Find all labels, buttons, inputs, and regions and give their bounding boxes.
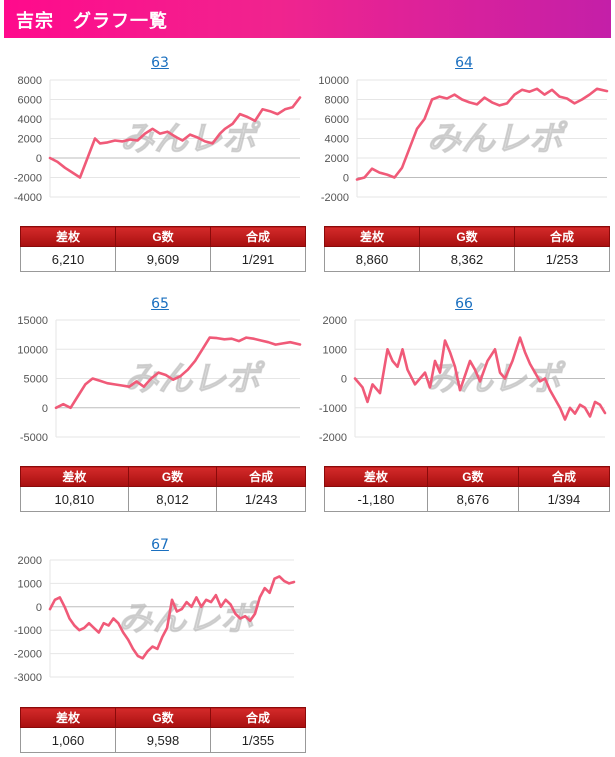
y-tick-label: 5000 [24,374,48,386]
y-tick-label: -5000 [20,432,48,444]
stats-table-66: 差枚 G数 合成 -1,180 8,676 1/394 [324,466,611,512]
games-value: 9,609 [115,246,211,272]
diff-value: 6,210 [20,246,116,272]
machine-link-64[interactable]: 64 [455,55,473,71]
machine-link-66[interactable]: 66 [455,296,473,312]
rate-value: 1/253 [514,246,610,272]
stats-table-65: 差枚 G数 合成 10,810 8,012 1/243 [20,466,306,512]
rate-value: 1/243 [216,486,306,512]
games-value: 8,362 [419,246,515,272]
y-tick-label: 2000 [18,134,42,146]
y-tick-label: 15000 [17,315,48,327]
line-chart-64: 10000 8000 6000 4000 2000 0 -2000 みんレポ [318,75,609,204]
y-tick-label: 0 [343,173,349,185]
machine-link-67[interactable]: 67 [151,537,169,553]
y-tick-label: -2000 [14,173,42,185]
y-tick-label: 0 [36,602,42,614]
stats-header: G数 [127,466,218,487]
stats-header: G数 [426,466,519,487]
y-tick-label: -2000 [319,432,347,444]
diff-value: -1,180 [324,486,428,512]
y-tick-label: 2000 [325,153,349,165]
line-chart-63: 8000 6000 4000 2000 0 -2000 -4000 みんレポ [14,75,302,204]
stats-header: 差枚 [324,226,420,247]
y-tick-label: 2000 [18,555,42,567]
y-tick-label: -2000 [321,192,349,204]
games-value: 9,598 [115,727,211,753]
diff-value: 10,810 [20,486,129,512]
games-value: 8,676 [426,486,519,512]
y-tick-label: -1000 [14,625,42,637]
series-line [355,87,609,181]
stats-header: 合成 [514,226,610,247]
page-header: 吉宗 グラフ一覧 [4,0,611,38]
stats-header: 合成 [216,466,306,487]
watermark-logo: みんレポ [427,119,568,159]
series-line [48,575,296,660]
y-tick-label: 8000 [325,95,349,107]
stats-header: 合成 [517,466,611,487]
series-line [54,336,302,410]
line-chart-67: 2000 1000 0 -1000 -2000 -3000 みんレポ [14,555,296,684]
y-tick-label: 8000 [18,75,42,87]
y-tick-label: -2000 [14,649,42,661]
y-tick-label: 2000 [323,315,347,327]
y-tick-label: 6000 [18,95,42,107]
stats-header: 合成 [210,707,306,728]
stats-header: G数 [115,226,211,247]
line-chart-65: 15000 10000 5000 0 -5000 みんレポ [17,315,302,444]
machine-link-63[interactable]: 63 [151,55,169,71]
stats-header: 合成 [210,226,306,247]
y-tick-label: 0 [42,403,48,415]
y-tick-label: 0 [341,374,347,386]
watermark-logo: みんレポ [118,599,259,639]
y-tick-label: 10000 [17,344,48,356]
diff-value: 8,860 [324,246,420,272]
y-tick-label: 0 [36,153,42,165]
page-title: 吉宗 グラフ一覧 [16,11,168,32]
stats-header: 差枚 [20,707,116,728]
stats-header: 差枚 [20,226,116,247]
watermark-logo: みんレポ [124,359,265,399]
stats-header: G数 [115,707,211,728]
rate-value: 1/355 [210,727,306,753]
y-tick-label: 4000 [18,114,42,126]
rate-value: 1/394 [517,486,611,512]
series-line [353,336,607,421]
machine-link-65[interactable]: 65 [151,296,169,312]
stats-table-63: 差枚 G数 合成 6,210 9,609 1/291 [20,226,306,272]
rate-value: 1/291 [210,246,306,272]
y-tick-label: -1000 [319,403,347,415]
y-tick-label: 1000 [323,344,347,356]
stats-table-64: 差枚 G数 合成 8,860 8,362 1/253 [324,226,610,272]
y-tick-label: 4000 [325,134,349,146]
stats-header: 差枚 [324,466,428,487]
y-tick-label: -3000 [14,672,42,684]
stats-header: G数 [419,226,515,247]
y-tick-label: 10000 [318,75,349,87]
y-tick-label: -4000 [14,192,42,204]
stats-table-67: 差枚 G数 合成 1,060 9,598 1/355 [20,707,306,753]
watermark-logo: みんレポ [120,119,261,159]
series-line [48,96,302,179]
y-tick-label: 6000 [325,114,349,126]
stats-header: 差枚 [20,466,129,487]
y-tick-label: 1000 [18,578,42,590]
games-value: 8,012 [127,486,218,512]
diff-value: 1,060 [20,727,116,753]
